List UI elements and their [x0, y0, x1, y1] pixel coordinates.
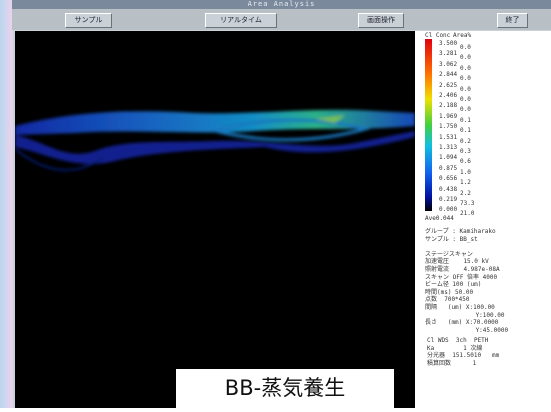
- caption: BB-蒸気養生: [176, 369, 394, 408]
- info-line: 積算回数 1: [427, 360, 476, 367]
- scale-value: 1.969: [439, 113, 457, 120]
- info-line: グループ : Kamiharako: [425, 228, 496, 235]
- scale-value: 0.438: [439, 186, 457, 193]
- area-value: 0.0: [460, 86, 471, 93]
- area-value: 21.0: [460, 210, 474, 217]
- info-line: 照射電流 4.987e-08A: [425, 266, 500, 273]
- info-line: サンプル : BB_st: [425, 236, 478, 243]
- info-line: 時間(ms) 50.00: [425, 289, 473, 296]
- scale-value: 1.094: [439, 154, 457, 161]
- button[interactable]: サンプル: [65, 13, 112, 28]
- button[interactable]: 終了: [497, 13, 528, 28]
- info-line: ステージスキャン: [425, 251, 473, 258]
- info-line: 間隔 (um) X:100.00: [425, 304, 495, 311]
- info-line: 加速電圧 15.0 kV: [425, 258, 489, 265]
- scale-value: 2.406: [439, 92, 457, 99]
- area-value: 0.1: [460, 127, 471, 134]
- area-value: 0.0: [460, 96, 471, 103]
- scale-value: 3.281: [439, 50, 457, 57]
- scale-value: 0.656: [439, 175, 457, 182]
- info-line: 長さ (mm) X:70.0000: [425, 319, 498, 326]
- scale-average: Ave0.044: [425, 215, 454, 222]
- area-value: 0.0: [460, 65, 471, 72]
- info-line: 分光器 151.5010 mm: [427, 352, 499, 359]
- area-value: 0.0: [460, 75, 471, 82]
- scale-value: 1.531: [439, 134, 457, 141]
- scale-value: 3.500: [439, 40, 457, 47]
- map-image: [15, 31, 415, 408]
- info-line: Y:100.00: [425, 312, 504, 319]
- info-line: Y:45.0000: [425, 327, 508, 334]
- area-value: 0.0: [460, 106, 471, 113]
- area-value: 1.0: [460, 169, 471, 176]
- button[interactable]: 画面操作: [358, 13, 404, 28]
- area-value: 0.0: [460, 54, 471, 61]
- area-value: 73.3: [460, 200, 474, 207]
- area-value: 0.1: [460, 117, 471, 124]
- button[interactable]: リアルタイム: [205, 13, 277, 28]
- scale-header: Area%: [453, 32, 471, 39]
- info-line: 点数 700*450: [425, 296, 470, 303]
- area-value: 0.6: [460, 158, 471, 165]
- scale-value: 2.188: [439, 102, 457, 109]
- screen: Area Analysis サンプル リアルタイム 画面操作 終了 Cl Con…: [0, 0, 551, 408]
- scale-value: 1.313: [439, 144, 457, 151]
- title-bar: Area Analysis: [12, 0, 551, 9]
- map: [15, 31, 415, 408]
- color-bar: [425, 39, 432, 211]
- info-line: ビーム径 100 (um): [425, 281, 481, 288]
- area-value: 0.2: [460, 138, 471, 145]
- info-line: Cl WDS 3ch PETH: [427, 337, 488, 344]
- scale-value: 0.219: [439, 196, 457, 203]
- scale-header: Cl Conc: [425, 32, 450, 39]
- info-line: スキャン OFF 倍率 4000: [425, 274, 497, 281]
- scale-value: 3.062: [439, 61, 457, 68]
- scale-value: 2.625: [439, 82, 457, 89]
- area-value: 2.2: [460, 190, 471, 197]
- area-value: 1.2: [460, 179, 471, 186]
- scale-value: 2.844: [439, 71, 457, 78]
- area-value: 0.3: [460, 148, 471, 155]
- area-value: 0.0: [460, 44, 471, 51]
- scale-value: 0.875: [439, 165, 457, 172]
- scale-value: 0.000: [439, 206, 457, 213]
- scale-value: 1.750: [439, 123, 457, 130]
- info-line: Ka 1 次線: [427, 345, 482, 352]
